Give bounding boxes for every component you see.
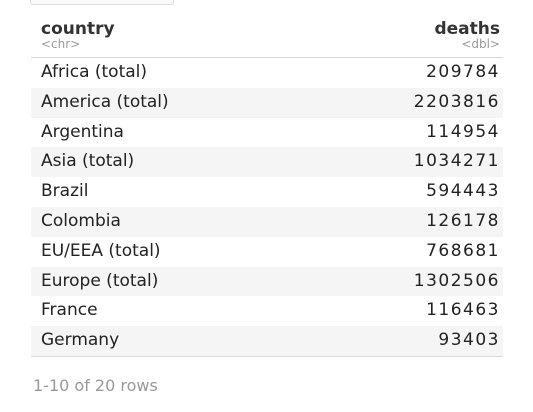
data-table-container: country <chr> deaths <dbl> Africa (total… <box>31 16 533 357</box>
cell-deaths: 114954 <box>426 121 500 142</box>
cell-deaths: 126178 <box>426 210 500 231</box>
cell-country: Asia (total) <box>41 151 135 172</box>
column-header-deaths[interactable]: deaths <dbl> <box>291 16 503 58</box>
cell-deaths: 93403 <box>438 330 500 351</box>
cell-country: EU/EEA (total) <box>41 240 161 261</box>
cell-deaths: 768681 <box>426 240 500 261</box>
cell-deaths: 1034271 <box>413 151 500 172</box>
table-row: Brazil 594443 <box>31 177 503 207</box>
cell-deaths: 1302506 <box>413 270 500 291</box>
cell-deaths: 594443 <box>426 181 500 202</box>
cell-deaths: 2203816 <box>413 91 500 112</box>
cell-deaths: 116463 <box>426 300 500 321</box>
pagination-summary: 1-10 of 20 rows <box>33 376 158 395</box>
table-row: EU/EEA (total) 768681 <box>31 237 503 267</box>
cell-country: Germany <box>41 330 120 351</box>
cell-country: America (total) <box>41 91 169 112</box>
column-header-country[interactable]: country <chr> <box>31 16 291 58</box>
table-row: Europe (total) 1302506 <box>31 266 503 297</box>
column-type: <dbl> <box>461 37 500 51</box>
top-tab-edge <box>30 0 174 5</box>
column-type: <chr> <box>41 37 81 51</box>
cell-country: France <box>41 300 98 321</box>
table-row: Argentina 114954 <box>31 118 503 148</box>
table-row: Asia (total) 1034271 <box>31 147 503 178</box>
table-row: Germany 93403 <box>31 326 503 357</box>
table-row: America (total) 2203816 <box>31 87 503 118</box>
table-row: Africa (total) 209784 <box>31 58 503 88</box>
data-table: country <chr> deaths <dbl> Africa (total… <box>31 16 503 357</box>
cell-deaths: 209784 <box>426 62 500 82</box>
cell-country: Europe (total) <box>41 270 159 291</box>
cell-country: Africa (total) <box>41 62 148 82</box>
column-name: country <box>41 19 115 39</box>
cell-country: Argentina <box>41 121 124 142</box>
table-row: France 116463 <box>31 296 503 326</box>
cell-country: Colombia <box>41 210 121 231</box>
table-header-row: country <chr> deaths <dbl> <box>31 16 503 58</box>
cell-country: Brazil <box>41 181 89 202</box>
column-name: deaths <box>434 19 500 39</box>
table-row: Colombia 126178 <box>31 206 503 237</box>
